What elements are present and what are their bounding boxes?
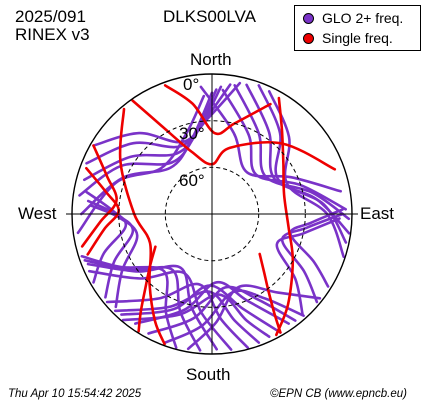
single-track-7 bbox=[137, 245, 157, 333]
single-track-0 bbox=[163, 84, 272, 136]
direction-south: South bbox=[186, 365, 231, 384]
legend-item-single: Single freq. bbox=[303, 29, 393, 47]
legend-marker-glo bbox=[303, 12, 314, 24]
grid-layer bbox=[66, 73, 358, 355]
elevation-label-30: 30° bbox=[179, 124, 205, 143]
glo-track-13 bbox=[147, 285, 297, 335]
glo-track-27 bbox=[85, 190, 128, 284]
glo-track-11 bbox=[267, 90, 345, 259]
elevation-label-60: 60° bbox=[179, 171, 205, 190]
station-label: DLKS00LVA bbox=[163, 7, 256, 26]
legend-item-glo: GLO 2+ freq. bbox=[303, 9, 403, 27]
single-track-6 bbox=[258, 252, 282, 334]
single-track-5 bbox=[118, 107, 166, 346]
footer-credit: ©EPN CB (www.epncb.eu) bbox=[270, 388, 407, 400]
single-track-1 bbox=[275, 96, 295, 337]
glo-track-18 bbox=[83, 259, 202, 352]
elevation-ring-0 bbox=[71, 73, 353, 355]
glo-track-28 bbox=[86, 199, 135, 299]
direction-north: North bbox=[190, 50, 232, 69]
tracks-layer bbox=[76, 81, 351, 352]
glo-track-20 bbox=[88, 269, 233, 351]
glo-track-9 bbox=[257, 84, 348, 244]
footer-timestamp: Thu Apr 10 15:54:42 2025 bbox=[8, 388, 142, 400]
legend-marker-single bbox=[303, 32, 314, 44]
glo-track-29 bbox=[89, 204, 139, 309]
glo-track-2 bbox=[83, 85, 223, 182]
direction-east: East bbox=[360, 204, 395, 223]
elevation-ring-30 bbox=[118, 120, 306, 308]
glo-track-23 bbox=[121, 293, 271, 338]
glo-track-25 bbox=[275, 217, 341, 316]
date-label: 2025/091 bbox=[15, 7, 86, 26]
legend: GLO 2+ freq. Single freq. bbox=[294, 5, 421, 51]
elevation-ring-60 bbox=[164, 166, 260, 262]
direction-west: West bbox=[18, 204, 57, 223]
format-label: RINEX v3 bbox=[15, 25, 90, 44]
elevation-label-0: 0° bbox=[183, 75, 200, 94]
glo-track-15 bbox=[120, 284, 282, 334]
glo-track-17 bbox=[80, 255, 178, 349]
legend-label-glo: GLO 2+ freq. bbox=[322, 10, 404, 26]
glo-track-10 bbox=[199, 85, 342, 193]
legend-label-single: Single freq. bbox=[322, 30, 393, 46]
single-track-2 bbox=[80, 144, 118, 248]
glo-track-5 bbox=[76, 94, 206, 235]
